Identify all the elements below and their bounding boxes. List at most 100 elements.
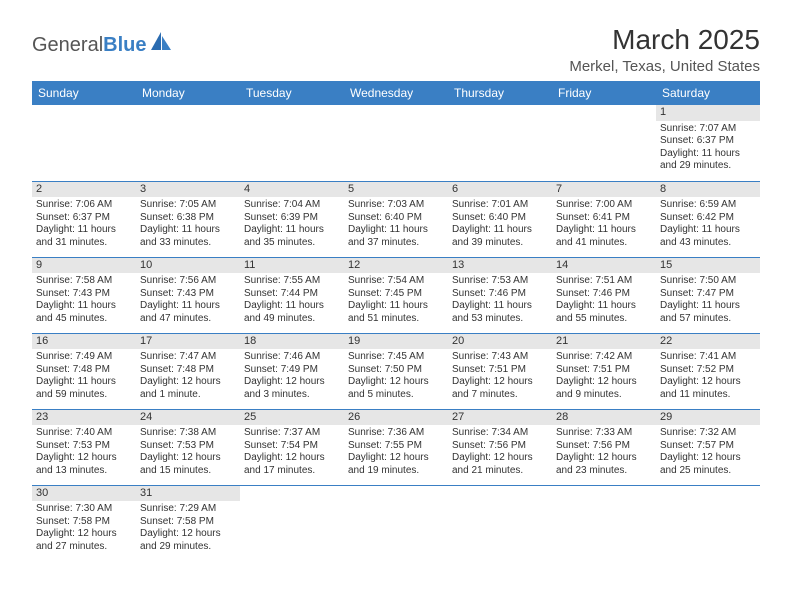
calendar-cell: 25Sunrise: 7:37 AMSunset: 7:54 PMDayligh… xyxy=(240,409,344,485)
sunset-text: Sunset: 7:55 PM xyxy=(348,440,444,453)
sunset-text: Sunset: 7:45 PM xyxy=(348,288,444,301)
calendar-week-row: 1 Sunrise: 7:07 AMSunset: 6:37 PMDaylight… xyxy=(32,105,760,181)
calendar-cell: 27Sunrise: 7:34 AMSunset: 7:56 PMDayligh… xyxy=(448,409,552,485)
calendar-table: Sunday Monday Tuesday Wednesday Thursday… xyxy=(32,81,760,561)
calendar-cell: 30Sunrise: 7:30 AMSunset: 7:58 PMDayligh… xyxy=(32,485,136,561)
daylight-text: Daylight: 11 hours and 55 minutes. xyxy=(556,300,652,325)
calendar-cell: 21Sunrise: 7:42 AMSunset: 7:51 PMDayligh… xyxy=(552,333,656,409)
day-number: 1 xyxy=(656,105,760,121)
sunset-text: Sunset: 7:49 PM xyxy=(244,364,340,377)
sunset-text: Sunset: 7:51 PM xyxy=(556,364,652,377)
sunset-text: Sunset: 7:44 PM xyxy=(244,288,340,301)
sunrise-text: Sunrise: 7:47 AM xyxy=(140,351,236,364)
sunset-text: Sunset: 7:56 PM xyxy=(556,440,652,453)
sunset-text: Sunset: 6:38 PM xyxy=(140,212,236,225)
day-header: Wednesday xyxy=(344,81,448,105)
sunset-text: Sunset: 7:43 PM xyxy=(36,288,132,301)
day-number: 31 xyxy=(136,486,240,502)
daylight-text: Daylight: 12 hours and 17 minutes. xyxy=(244,452,340,477)
calendar-cell xyxy=(656,485,760,561)
daylight-text: Daylight: 11 hours and 57 minutes. xyxy=(660,300,756,325)
day-number: 29 xyxy=(656,410,760,426)
sunrise-text: Sunrise: 7:51 AM xyxy=(556,275,652,288)
sunrise-text: Sunrise: 7:04 AM xyxy=(244,199,340,212)
calendar-cell xyxy=(136,105,240,181)
daylight-text: Daylight: 12 hours and 9 minutes. xyxy=(556,376,652,401)
calendar-cell: 8Sunrise: 6:59 AMSunset: 6:42 PMDaylight… xyxy=(656,181,760,257)
sunrise-text: Sunrise: 7:05 AM xyxy=(140,199,236,212)
sunrise-text: Sunrise: 7:55 AM xyxy=(244,275,340,288)
calendar-cell xyxy=(448,105,552,181)
sunrise-text: Sunrise: 7:54 AM xyxy=(348,275,444,288)
day-number: 11 xyxy=(240,258,344,274)
calendar-cell: 16Sunrise: 7:49 AMSunset: 7:48 PMDayligh… xyxy=(32,333,136,409)
day-number: 12 xyxy=(344,258,448,274)
sunrise-text: Sunrise: 7:53 AM xyxy=(452,275,548,288)
page-header: GeneralBlue March 2025 Merkel, Texas, Un… xyxy=(32,24,760,75)
day-number: 9 xyxy=(32,258,136,274)
calendar-cell: 15Sunrise: 7:50 AMSunset: 7:47 PMDayligh… xyxy=(656,257,760,333)
daylight-text: Daylight: 11 hours and 59 minutes. xyxy=(36,376,132,401)
calendar-cell: 5Sunrise: 7:03 AMSunset: 6:40 PMDaylight… xyxy=(344,181,448,257)
daylight-text: Daylight: 11 hours and 53 minutes. xyxy=(452,300,548,325)
sunrise-text: Sunrise: 6:59 AM xyxy=(660,199,756,212)
daylight-text: Daylight: 11 hours and 43 minutes. xyxy=(660,224,756,249)
sunrise-text: Sunrise: 7:43 AM xyxy=(452,351,548,364)
calendar-cell: 6Sunrise: 7:01 AMSunset: 6:40 PMDaylight… xyxy=(448,181,552,257)
calendar-cell: 24Sunrise: 7:38 AMSunset: 7:53 PMDayligh… xyxy=(136,409,240,485)
day-header: Sunday xyxy=(32,81,136,105)
daylight-text: Daylight: 12 hours and 7 minutes. xyxy=(452,376,548,401)
sunrise-text: Sunrise: 7:29 AM xyxy=(140,503,236,516)
sunset-text: Sunset: 6:37 PM xyxy=(660,135,756,148)
calendar-cell: 28Sunrise: 7:33 AMSunset: 7:56 PMDayligh… xyxy=(552,409,656,485)
sunrise-text: Sunrise: 7:37 AM xyxy=(244,427,340,440)
daylight-text: Daylight: 11 hours and 49 minutes. xyxy=(244,300,340,325)
calendar-cell: 17Sunrise: 7:47 AMSunset: 7:48 PMDayligh… xyxy=(136,333,240,409)
daylight-text: Daylight: 11 hours and 33 minutes. xyxy=(140,224,236,249)
sunrise-text: Sunrise: 7:01 AM xyxy=(452,199,548,212)
calendar-cell: 29Sunrise: 7:32 AMSunset: 7:57 PMDayligh… xyxy=(656,409,760,485)
sunset-text: Sunset: 7:43 PM xyxy=(140,288,236,301)
sunset-text: Sunset: 6:40 PM xyxy=(348,212,444,225)
sunrise-text: Sunrise: 7:49 AM xyxy=(36,351,132,364)
calendar-week-row: 30Sunrise: 7:30 AMSunset: 7:58 PMDayligh… xyxy=(32,485,760,561)
calendar-cell: 1 Sunrise: 7:07 AMSunset: 6:37 PMDaylight… xyxy=(656,105,760,181)
daylight-text: Daylight: 12 hours and 25 minutes. xyxy=(660,452,756,477)
sunset-text: Sunset: 6:42 PM xyxy=(660,212,756,225)
day-number: 26 xyxy=(344,410,448,426)
daylight-text: Daylight: 12 hours and 27 minutes. xyxy=(36,528,132,553)
sunrise-text: Sunrise: 7:07 AM xyxy=(660,123,756,136)
day-number: 28 xyxy=(552,410,656,426)
calendar-cell xyxy=(448,485,552,561)
calendar-cell: 10Sunrise: 7:56 AMSunset: 7:43 PMDayligh… xyxy=(136,257,240,333)
daylight-text: Daylight: 12 hours and 3 minutes. xyxy=(244,376,340,401)
sunrise-text: Sunrise: 7:06 AM xyxy=(36,199,132,212)
calendar-cell: 22Sunrise: 7:41 AMSunset: 7:52 PMDayligh… xyxy=(656,333,760,409)
daylight-text: Daylight: 11 hours and 47 minutes. xyxy=(140,300,236,325)
daylight-text: Daylight: 12 hours and 15 minutes. xyxy=(140,452,236,477)
daylight-text: Daylight: 12 hours and 23 minutes. xyxy=(556,452,652,477)
day-number: 22 xyxy=(656,334,760,350)
day-number: 18 xyxy=(240,334,344,350)
day-number: 23 xyxy=(32,410,136,426)
calendar-week-row: 16Sunrise: 7:49 AMSunset: 7:48 PMDayligh… xyxy=(32,333,760,409)
calendar-cell xyxy=(552,485,656,561)
calendar-cell: 18Sunrise: 7:46 AMSunset: 7:49 PMDayligh… xyxy=(240,333,344,409)
sunrise-text: Sunrise: 7:30 AM xyxy=(36,503,132,516)
sunset-text: Sunset: 7:58 PM xyxy=(36,516,132,529)
calendar-week-row: 9Sunrise: 7:58 AMSunset: 7:43 PMDaylight… xyxy=(32,257,760,333)
daylight-text: Daylight: 11 hours and 41 minutes. xyxy=(556,224,652,249)
sunrise-text: Sunrise: 7:46 AM xyxy=(244,351,340,364)
daylight-text: Daylight: 11 hours and 29 minutes. xyxy=(660,148,756,173)
sunset-text: Sunset: 7:48 PM xyxy=(140,364,236,377)
day-header: Friday xyxy=(552,81,656,105)
sunset-text: Sunset: 6:40 PM xyxy=(452,212,548,225)
daylight-text: Daylight: 12 hours and 19 minutes. xyxy=(348,452,444,477)
day-number: 17 xyxy=(136,334,240,350)
day-number: 6 xyxy=(448,182,552,198)
day-number: 21 xyxy=(552,334,656,350)
sunrise-text: Sunrise: 7:40 AM xyxy=(36,427,132,440)
sunrise-text: Sunrise: 7:45 AM xyxy=(348,351,444,364)
calendar-cell: 26Sunrise: 7:36 AMSunset: 7:55 PMDayligh… xyxy=(344,409,448,485)
calendar-cell: 31Sunrise: 7:29 AMSunset: 7:58 PMDayligh… xyxy=(136,485,240,561)
